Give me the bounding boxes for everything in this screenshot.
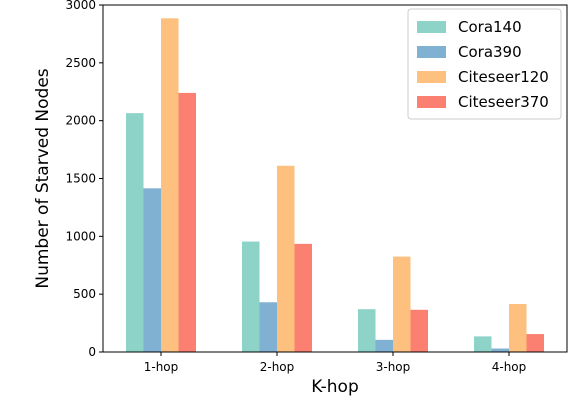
bar-citeseer370-4-hop: [526, 334, 544, 352]
bar-cora390-4-hop: [491, 348, 509, 352]
legend-swatch-citeseer120: [417, 71, 446, 83]
y-tick-label: 2000: [65, 114, 96, 128]
x-tick-label: 4-hop: [492, 360, 527, 374]
bar-citeseer370-2-hop: [294, 243, 312, 352]
bar-cora390-2-hop: [259, 302, 277, 352]
bar-citeseer120-2-hop: [277, 165, 295, 352]
bar-cora140-2-hop: [242, 241, 260, 352]
x-tick-label: 2-hop: [260, 360, 295, 374]
x-tick-label: 1-hop: [144, 360, 179, 374]
y-tick-label: 500: [73, 287, 96, 301]
legend-swatch-citeseer370: [417, 96, 446, 108]
bar-citeseer120-1-hop: [161, 18, 179, 353]
legend-label-citeseer120: Citeseer120: [458, 68, 549, 86]
legend-swatch-cora390: [417, 46, 446, 58]
y-tick-label: 1000: [65, 229, 96, 243]
bar-cora140-4-hop: [474, 336, 492, 352]
legend-swatch-cora140: [417, 21, 446, 33]
bar-citeseer120-4-hop: [509, 304, 527, 352]
bars-group: [126, 18, 544, 353]
y-axis-label: Number of Starved Nodes: [33, 68, 53, 288]
bar-citeseer370-1-hop: [178, 92, 196, 352]
legend-label-cora390: Cora390: [458, 43, 522, 61]
bar-cora140-1-hop: [126, 113, 144, 353]
bar-cora390-3-hop: [375, 339, 393, 352]
bar-citeseer370-3-hop: [410, 309, 428, 352]
x-axis-label: K-hop: [311, 377, 358, 397]
y-tick-label: 0: [88, 345, 96, 359]
legend-label-cora140: Cora140: [458, 18, 522, 36]
legend-box: [407, 8, 562, 120]
legend-label-citeseer370: Citeseer370: [458, 93, 549, 111]
x-tick-label: 3-hop: [376, 360, 411, 374]
y-tick-label: 1500: [65, 172, 96, 186]
y-axis-ticks: 0 500 1000 1500 2000 2500 3000: [65, 0, 103, 359]
y-tick-label: 3000: [65, 0, 96, 12]
bar-cora390-1-hop: [143, 188, 161, 352]
y-tick-label: 2500: [65, 56, 96, 70]
bar-cora140-3-hop: [358, 309, 376, 352]
legend: Cora140 Cora390 Citeseer120 Citeseer370: [407, 8, 562, 120]
x-axis-ticks: 1-hop 2-hop 3-hop 4-hop: [144, 352, 527, 374]
bar-citeseer120-3-hop: [393, 256, 411, 352]
